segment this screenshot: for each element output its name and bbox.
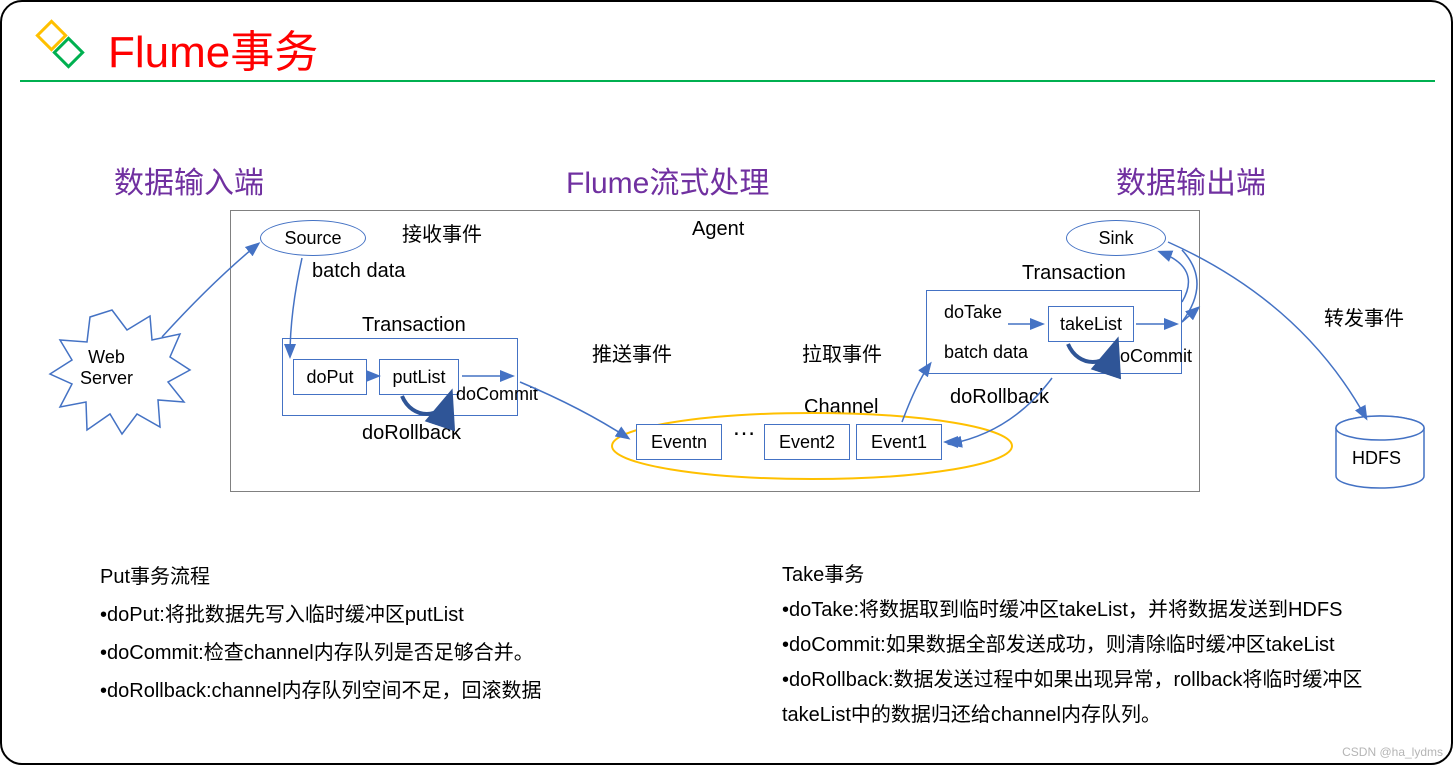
divider-line <box>20 80 1435 82</box>
take-line3: •doRollback:数据发送过程中如果出现异常，rollback将临时缓冲区… <box>782 663 1382 733</box>
takelist-box: takeList <box>1048 306 1134 342</box>
label-push-event: 推送事件 <box>592 338 672 367</box>
label-receive-event: 接收事件 <box>402 218 482 247</box>
web-server-label: Web Server <box>80 347 133 389</box>
label-pull-event: 拉取事件 <box>802 338 882 367</box>
doput-label: doPut <box>306 367 353 388</box>
label-dorollback-left: doRollback <box>362 422 461 445</box>
label-input-side: 数据输入端 <box>114 158 264 202</box>
eventn-label: Eventn <box>651 432 707 453</box>
diagram-page: Flume事务 数据输入端 Flume流式处理 数据输出端 Web Server… <box>0 0 1453 765</box>
source-label: Source <box>284 228 341 249</box>
label-batch-data-left: batch data <box>312 260 405 283</box>
label-forward-event: 转发事件 <box>1324 302 1404 331</box>
doput-box: doPut <box>293 359 367 395</box>
ellipsis: … <box>732 414 756 442</box>
sink-node: Sink <box>1066 220 1166 256</box>
label-dorollback-right: doRollback <box>950 386 1049 409</box>
take-line1: •doTake:将数据取到临时缓冲区takeList，并将数据发送到HDFS <box>782 593 1382 628</box>
source-node: Source <box>260 220 366 256</box>
hdfs-label: HDFS <box>1352 448 1401 469</box>
page-title: Flume事务 <box>108 16 318 80</box>
putlist-box: putList <box>379 359 459 395</box>
label-docommit-right: doCommit <box>1110 346 1192 367</box>
put-line2: •doCommit:检查channel内存队列是否足够合并。 <box>100 634 660 672</box>
put-line1: •doPut:将批数据先写入临时缓冲区putList <box>100 596 660 634</box>
label-docommit-left: doCommit <box>456 384 538 405</box>
label-batch-data-right: batch data <box>944 342 1028 363</box>
event1-label: Event1 <box>871 432 927 453</box>
put-description: Put事务流程 •doPut:将批数据先写入临时缓冲区putList •doCo… <box>100 558 660 710</box>
label-output-side: 数据输出端 <box>1116 158 1266 202</box>
event2-label: Event2 <box>779 432 835 453</box>
label-dotake: doTake <box>944 302 1002 323</box>
logo-icon <box>30 14 90 74</box>
eventn-box: Eventn <box>636 424 722 460</box>
watermark: CSDN @ha_lydms <box>1342 745 1443 759</box>
take-title: Take事务 <box>782 558 1382 593</box>
take-line2: •doCommit:如果数据全部发送成功，则清除临时缓冲区takeList <box>782 628 1382 663</box>
event1-box: Event1 <box>856 424 942 460</box>
event2-box: Event2 <box>764 424 850 460</box>
putlist-label: putList <box>392 367 445 388</box>
take-description: Take事务 •doTake:将数据取到临时缓冲区takeList，并将数据发送… <box>782 558 1382 733</box>
label-transaction-right: Transaction <box>1022 262 1126 285</box>
label-transaction-left: Transaction <box>362 314 466 337</box>
takelist-label: takeList <box>1060 314 1122 335</box>
label-agent: Agent <box>692 218 744 241</box>
put-title: Put事务流程 <box>100 558 660 596</box>
sink-label: Sink <box>1098 228 1133 249</box>
label-flume-process: Flume流式处理 <box>566 158 769 202</box>
put-line3: •doRollback:channel内存队列空间不足，回滚数据 <box>100 672 660 710</box>
